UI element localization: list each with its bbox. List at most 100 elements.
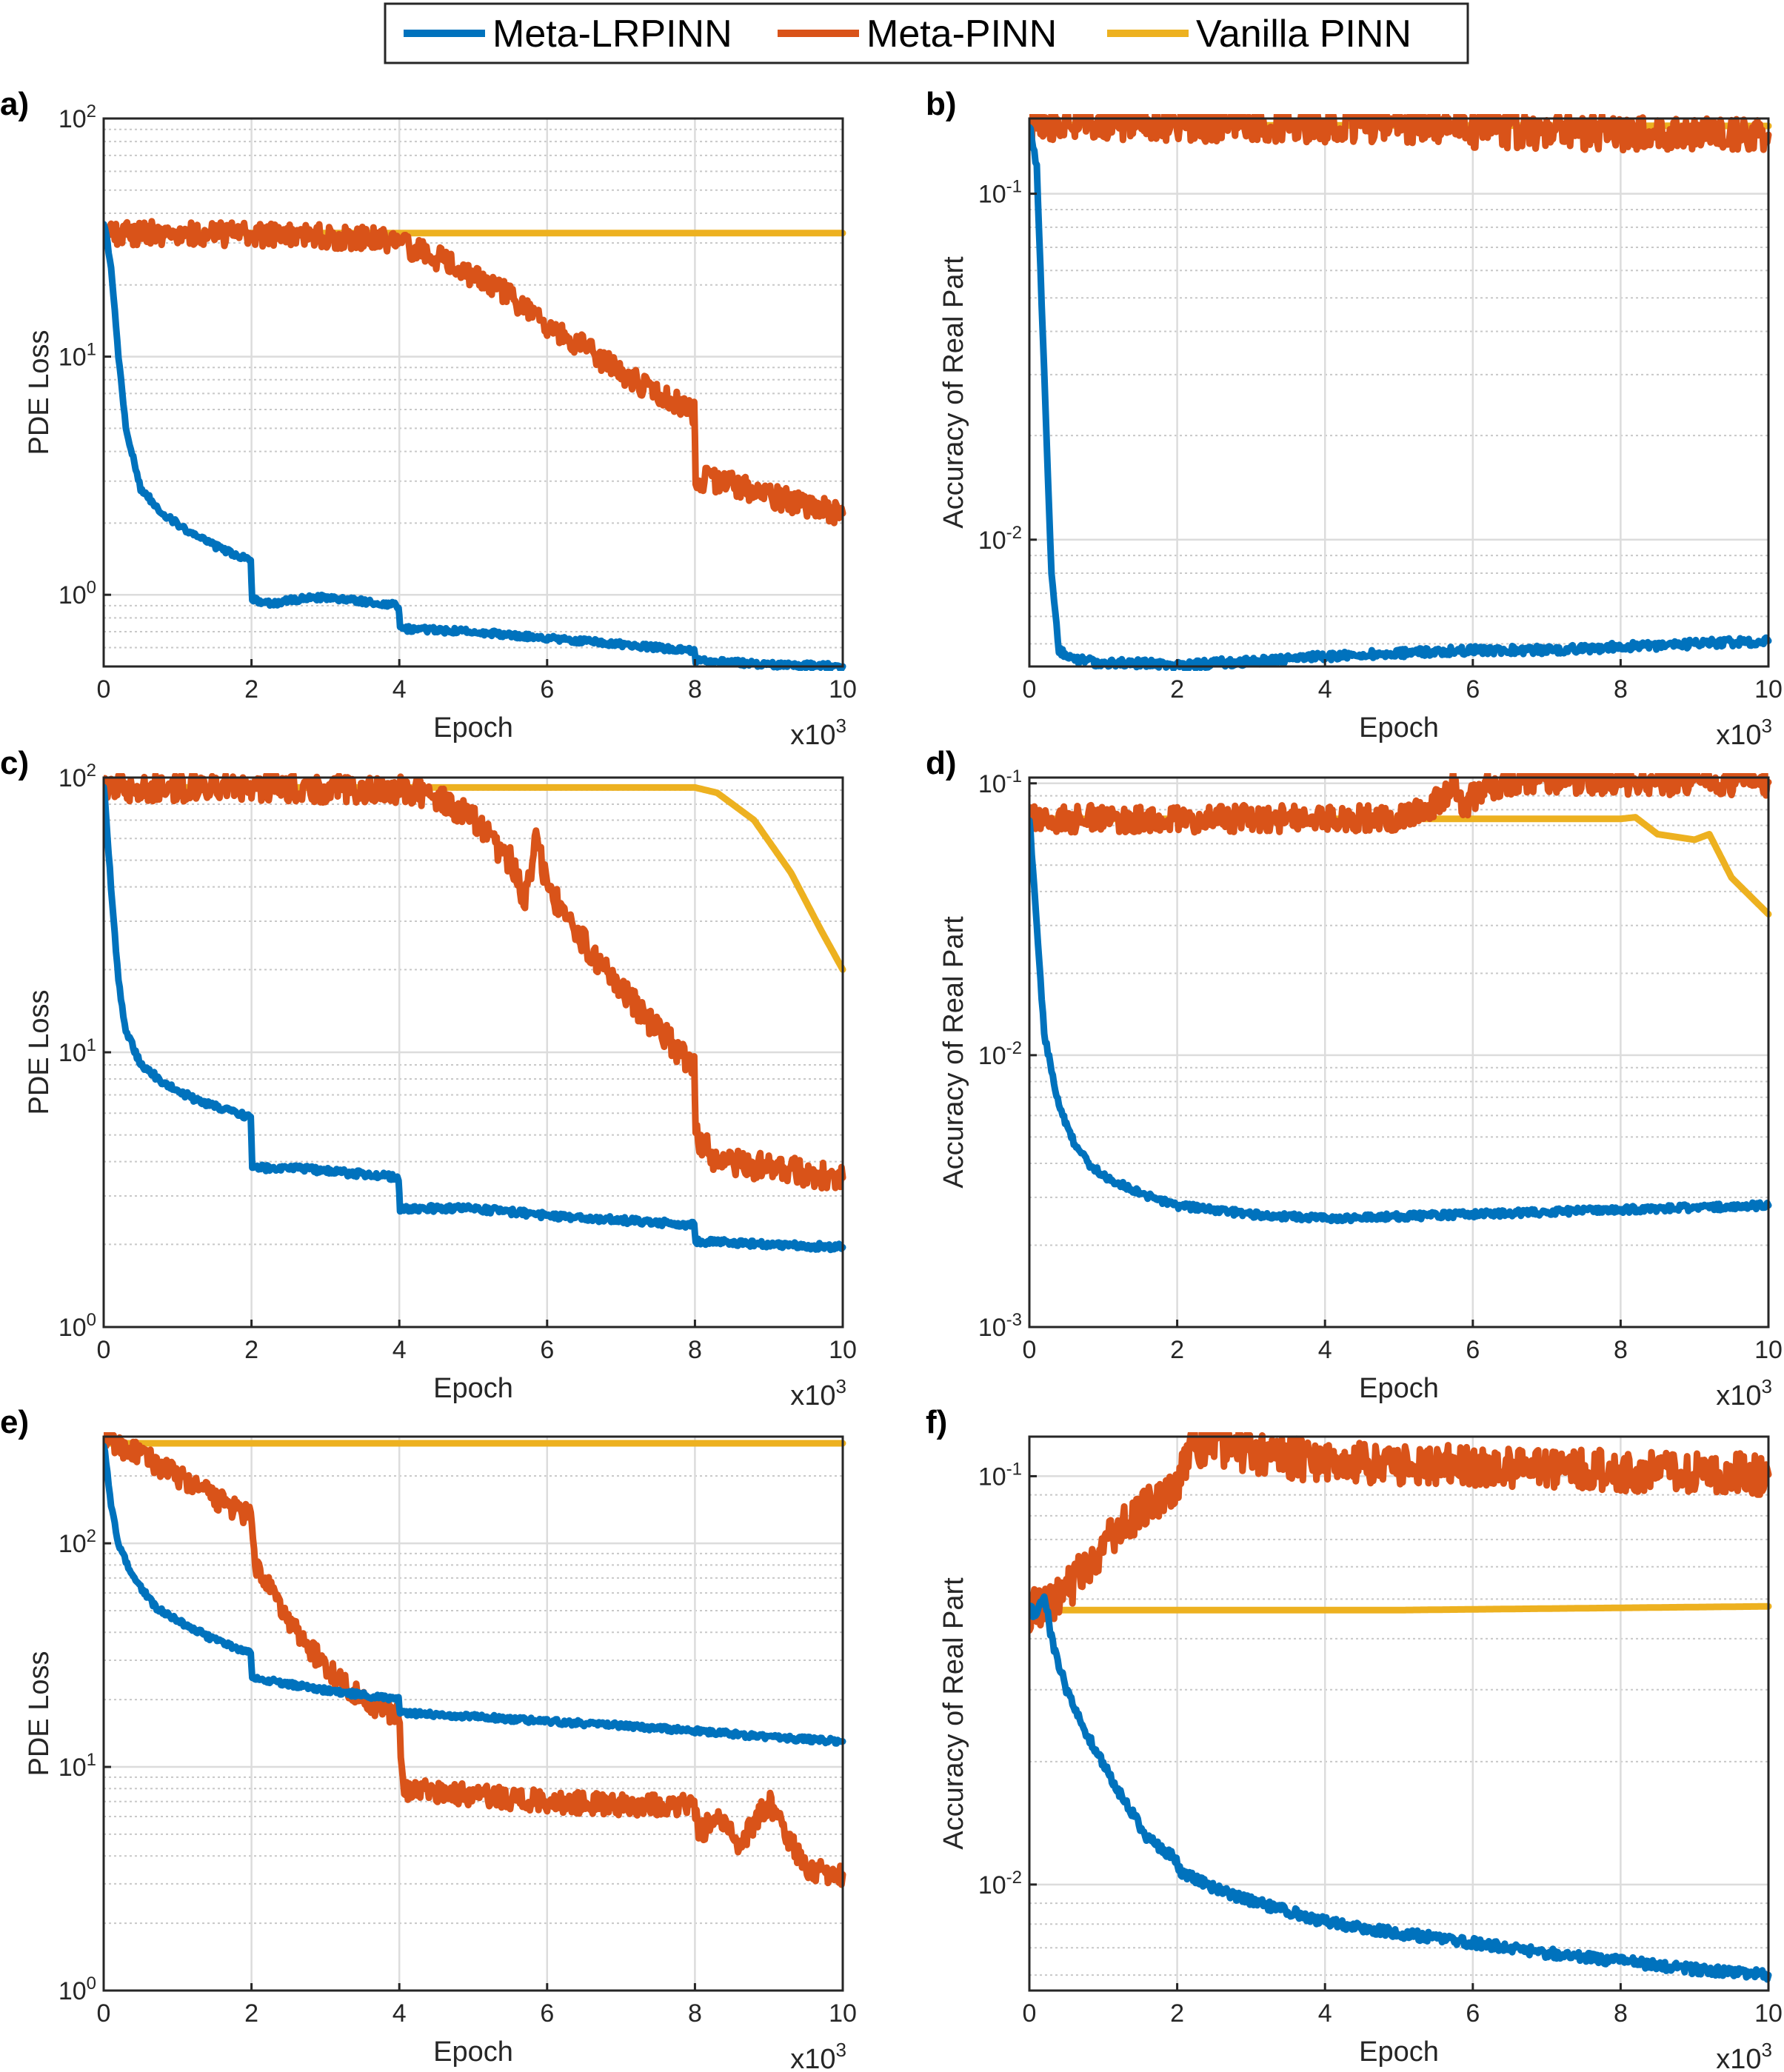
x-tick-label: 2 [244, 1999, 258, 2028]
x-tick-label: 10 [1754, 675, 1783, 704]
x-tick-label: 2 [1170, 1336, 1184, 1364]
x-tick-label: 4 [392, 1336, 407, 1364]
x-tick-label: 6 [1466, 675, 1480, 704]
x-tick-label: 6 [1466, 1999, 1480, 2028]
y-tick-label: 10-1 [978, 766, 1022, 798]
x-tick-label: 0 [97, 675, 111, 704]
series-line-meta-pinn [1029, 773, 1772, 836]
x-tick-label: 6 [540, 1999, 554, 2028]
y-axis-label: Accuracy of Real Part [938, 916, 969, 1189]
plot-area [104, 118, 843, 666]
y-tick-label: 10-2 [978, 1868, 1022, 1899]
y-tick-label: 10-2 [978, 523, 1022, 555]
axes-box [102, 1435, 844, 1992]
series-line-meta-lrpinn [104, 1443, 846, 1747]
panel-label: b) [926, 86, 957, 122]
x-tick-label: 4 [392, 1999, 407, 2028]
x-axis-multiplier: x103 [790, 2039, 846, 2072]
y-tick-label: 102 [59, 1526, 96, 1558]
y-tick-label: 101 [59, 1035, 96, 1067]
panel-label: e) [0, 1404, 29, 1440]
x-tick-label: 4 [392, 675, 407, 704]
series-line-meta-lrpinn [104, 783, 846, 1254]
plot-area [1029, 778, 1768, 1327]
series-line-meta-pinn [104, 218, 846, 527]
x-tick-label: 10 [1754, 1999, 1783, 2028]
y-tick-label: 10-2 [978, 1038, 1022, 1070]
y-axis-label: PDE Loss [24, 990, 55, 1115]
x-tick-label: 6 [540, 1336, 554, 1364]
chart-panel-e: 0 2 4 6 8 10 100 101 102 Epoch PDE Loss x103 e) [0, 1404, 857, 2072]
legend-label-vanilla-pinn: Vanilla PINN [1196, 13, 1412, 56]
x-tick-label: 0 [1023, 675, 1037, 704]
legend-label-meta-lrpinn: Meta-LRPINN [492, 13, 732, 56]
x-tick-label: 4 [1318, 1999, 1332, 2028]
y-tick-label: 101 [59, 1750, 96, 1782]
x-tick-label: 8 [688, 1999, 702, 2028]
panel-label: c) [0, 745, 29, 781]
x-axis-label: Epoch [1359, 2036, 1439, 2068]
series-line-meta-lrpinn [1029, 817, 1772, 1225]
x-axis-label: Epoch [433, 1373, 513, 1404]
y-tick-label: 10-1 [978, 177, 1022, 209]
x-tick-label: 2 [244, 1336, 258, 1364]
y-axis-label: PDE Loss [24, 1651, 55, 1777]
x-tick-label: 0 [97, 1336, 111, 1364]
x-tick-label: 0 [97, 1999, 111, 2028]
y-axis-label: Accuracy of Real Part [938, 1577, 969, 1850]
x-tick-label: 4 [1318, 1336, 1332, 1364]
y-tick-label: 10-1 [978, 1459, 1022, 1491]
x-tick-label: 8 [1614, 675, 1628, 704]
y-tick-label: 102 [59, 761, 96, 792]
panel-label: f) [926, 1404, 947, 1440]
series-line-meta-lrpinn [1029, 1593, 1772, 1983]
legend: Meta-LRPINN Meta-PINN Vanilla PINN [384, 2, 1469, 64]
series-line-vanilla-pinn [1029, 1603, 1772, 1614]
x-axis-multiplier: x103 [1716, 2039, 1772, 2072]
x-tick-label: 10 [1754, 1336, 1783, 1364]
x-tick-label: 2 [1170, 1999, 1184, 2028]
plot-area [1029, 1437, 1768, 1991]
chart-panel-d: 0 2 4 6 8 10 10-3 10-2 10-1 Epoch Accuracy of Real… [926, 745, 1783, 1411]
chart-panel-f: 0 2 4 6 8 10 10-2 10-1 Epoch Accuracy of Real Par… [926, 1404, 1783, 2072]
plot-area [1029, 118, 1768, 666]
x-axis-label: Epoch [1359, 712, 1439, 743]
x-axis-multiplier: x103 [1716, 715, 1772, 751]
y-tick-label: 100 [59, 1974, 96, 2005]
x-tick-label: 8 [688, 1336, 702, 1364]
x-tick-label: 6 [1466, 1336, 1480, 1364]
x-axis-label: Epoch [433, 712, 513, 743]
x-tick-label: 2 [244, 675, 258, 704]
panel-label: a) [0, 86, 29, 122]
x-tick-label: 10 [829, 675, 857, 704]
x-tick-label: 2 [1170, 675, 1184, 704]
y-tick-label: 100 [59, 578, 96, 609]
series-line-meta-lrpinn [104, 221, 846, 671]
chart-panel-a: 0 2 4 6 8 10 100 101 102 Epoch PDE Loss x103 a) [0, 86, 857, 751]
legend-label-meta-pinn: Meta-PINN [866, 13, 1057, 56]
axes-box [1028, 776, 1770, 1329]
x-tick-label: 8 [1614, 1336, 1628, 1364]
series-line-meta-pinn [1029, 1432, 1772, 1634]
axes-box [1028, 117, 1770, 668]
y-tick-label: 102 [59, 101, 96, 133]
x-tick-label: 10 [829, 1336, 857, 1364]
x-tick-label: 0 [1023, 1999, 1037, 2028]
y-tick-label: 10-3 [978, 1310, 1022, 1342]
x-axis-multiplier: x103 [790, 715, 846, 751]
x-tick-label: 4 [1318, 675, 1332, 704]
x-axis-label: Epoch [1359, 1373, 1439, 1404]
axes-box [1028, 1435, 1770, 1992]
x-axis-multiplier: x103 [790, 1375, 846, 1411]
y-axis-label: Accuracy of Real Part [938, 256, 969, 529]
x-tick-label: 8 [1614, 1999, 1628, 2028]
chart-panel-c: 0 2 4 6 8 10 100 101 102 Epoch PDE Loss x103 c) [0, 745, 857, 1411]
series-line-meta-pinn [1029, 114, 1772, 154]
x-tick-label: 10 [829, 1999, 857, 2028]
chart-panel-b: 0 2 4 6 8 10 10-2 10-1 Epoch Accuracy of Real Par… [926, 86, 1783, 751]
x-tick-label: 0 [1023, 1336, 1037, 1364]
y-tick-label: 101 [59, 340, 96, 372]
axes-box [102, 117, 844, 668]
x-tick-label: 6 [540, 675, 554, 704]
